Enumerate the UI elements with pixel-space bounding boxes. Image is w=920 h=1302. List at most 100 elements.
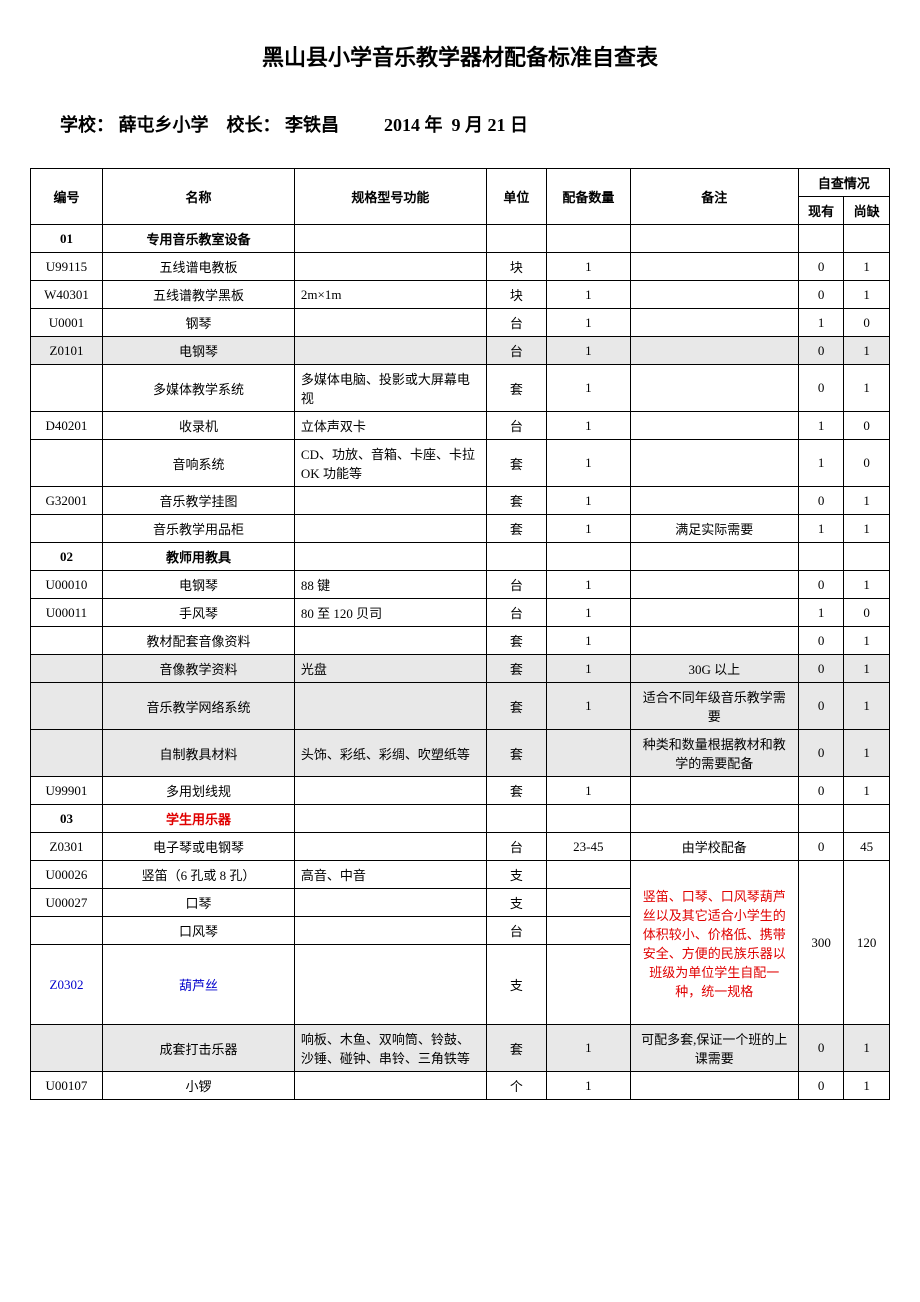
cell-lack: 0 — [844, 599, 890, 627]
cell-spec — [294, 917, 486, 945]
cell-unit: 块 — [486, 253, 546, 281]
cell-lack: 1 — [844, 1072, 890, 1100]
cell-spec: 88 键 — [294, 571, 486, 599]
cell-unit: 台 — [486, 917, 546, 945]
cell-id: U00011 — [31, 599, 103, 627]
cell-lack: 1 — [844, 281, 890, 309]
cell-unit: 套 — [486, 1025, 546, 1072]
cell-id: W40301 — [31, 281, 103, 309]
cell-lack-merged: 120 — [844, 861, 890, 1025]
cell-cur: 0 — [798, 1025, 844, 1072]
date-text: 2014 年 9 月 21 日 — [384, 115, 528, 135]
table-row: W40301 五线谱教学黑板 2m×1m 块 1 0 1 — [31, 281, 890, 309]
cell-name: 音乐教学挂图 — [102, 487, 294, 515]
cell-name: 多用划线规 — [102, 777, 294, 805]
cell-note: 由学校配备 — [630, 833, 798, 861]
table-row: D40201 收录机 立体声双卡 台 1 1 0 — [31, 412, 890, 440]
table-row: 成套打击乐器 响板、木鱼、双响筒、铃鼓、沙锤、碰钟、串铃、三角铁等 套 1 可配… — [31, 1025, 890, 1072]
cell-id — [31, 1025, 103, 1072]
cell-id: Z0302 — [31, 945, 103, 1025]
cell-name: 多媒体教学系统 — [102, 365, 294, 412]
cell-lack: 0 — [844, 412, 890, 440]
cell-spec — [294, 309, 486, 337]
cell-name: 电钢琴 — [102, 571, 294, 599]
cell-cur: 0 — [798, 683, 844, 730]
cell-note — [630, 777, 798, 805]
cell-spec — [294, 487, 486, 515]
table-row: 多媒体教学系统 多媒体电脑、投影或大屏幕电视 套 1 0 1 — [31, 365, 890, 412]
cell-note: 30G 以上 — [630, 655, 798, 683]
cell-lack: 45 — [844, 833, 890, 861]
cell-id: Z0301 — [31, 833, 103, 861]
cell-id: U00107 — [31, 1072, 103, 1100]
table-row: G32001 音乐教学挂图 套 1 0 1 — [31, 487, 890, 515]
cell-note — [630, 627, 798, 655]
table-row: U99115 五线谱电教板 块 1 0 1 — [31, 253, 890, 281]
cell-cur: 0 — [798, 833, 844, 861]
cell-lack: 1 — [844, 365, 890, 412]
cell-id: D40201 — [31, 412, 103, 440]
cell-id: U99115 — [31, 253, 103, 281]
table-row: 自制教具材料 头饰、彩纸、彩绸、吹塑纸等 套 种类和数量根据教材和教学的需要配备… — [31, 730, 890, 777]
header-name: 名称 — [102, 169, 294, 225]
cell-qty: 1 — [546, 365, 630, 412]
cell-cur: 0 — [798, 487, 844, 515]
cell-lack: 1 — [844, 487, 890, 515]
cell-name: 口风琴 — [102, 917, 294, 945]
cell-id — [31, 515, 103, 543]
table-row: U00026 竖笛（6 孔或 8 孔） 高音、中音 支 竖笛、口琴、口风琴葫芦丝… — [31, 861, 890, 889]
cell-name: 自制教具材料 — [102, 730, 294, 777]
cell-lack: 0 — [844, 309, 890, 337]
cell-note-merged: 竖笛、口琴、口风琴葫芦丝以及其它适合小学生的体积较小、价格低、携带安全、方便的民… — [630, 861, 798, 1025]
cell-qty: 1 — [546, 571, 630, 599]
cell-unit — [486, 805, 546, 833]
cell-qty — [546, 730, 630, 777]
cell-spec: 立体声双卡 — [294, 412, 486, 440]
section-row: 02 教师用教具 — [31, 543, 890, 571]
cell-lack: 1 — [844, 730, 890, 777]
cell-qty: 1 — [546, 777, 630, 805]
cell-qty: 1 — [546, 683, 630, 730]
cell-lack: 1 — [844, 777, 890, 805]
cell-name: 手风琴 — [102, 599, 294, 627]
cell-unit: 套 — [486, 777, 546, 805]
cell-name: 五线谱电教板 — [102, 253, 294, 281]
cell-id: U00026 — [31, 861, 103, 889]
cell-unit: 套 — [486, 627, 546, 655]
cell-qty — [546, 889, 630, 917]
cell-spec: 2m×1m — [294, 281, 486, 309]
cell-cur: 1 — [798, 599, 844, 627]
cell-note: 满足实际需要 — [630, 515, 798, 543]
cell-unit: 块 — [486, 281, 546, 309]
table-row: U00010 电钢琴 88 键 台 1 0 1 — [31, 571, 890, 599]
cell-name: 收录机 — [102, 412, 294, 440]
cell-lack: 1 — [844, 655, 890, 683]
cell-unit: 支 — [486, 861, 546, 889]
cell-id — [31, 627, 103, 655]
cell-cur: 1 — [798, 440, 844, 487]
cell-id — [31, 730, 103, 777]
cell-spec — [294, 777, 486, 805]
cell-cur: 0 — [798, 777, 844, 805]
cell-note — [630, 225, 798, 253]
subtitle-line: 学校： 薛屯乡小学 校长： 李铁昌 2014 年 9 月 21 日 — [30, 107, 890, 143]
header-id: 编号 — [31, 169, 103, 225]
cell-lack: 0 — [844, 440, 890, 487]
cell-unit: 台 — [486, 571, 546, 599]
table-row: Z0101 电钢琴 台 1 0 1 — [31, 337, 890, 365]
cell-lack: 1 — [844, 1025, 890, 1072]
cell-qty: 1 — [546, 337, 630, 365]
header-lacking: 尚缺 — [844, 197, 890, 225]
table-row: 教材配套音像资料 套 1 0 1 — [31, 627, 890, 655]
cell-id — [31, 683, 103, 730]
table-row: U99901 多用划线规 套 1 0 1 — [31, 777, 890, 805]
cell-spec: 高音、中音 — [294, 861, 486, 889]
cell-note — [630, 599, 798, 627]
cell-qty: 23-45 — [546, 833, 630, 861]
cell-name: 教材配套音像资料 — [102, 627, 294, 655]
cell-name: 学生用乐器 — [102, 805, 294, 833]
table-row: 音像教学资料 光盘 套 1 30G 以上 0 1 — [31, 655, 890, 683]
cell-unit: 套 — [486, 440, 546, 487]
cell-name: 口琴 — [102, 889, 294, 917]
cell-qty — [546, 543, 630, 571]
